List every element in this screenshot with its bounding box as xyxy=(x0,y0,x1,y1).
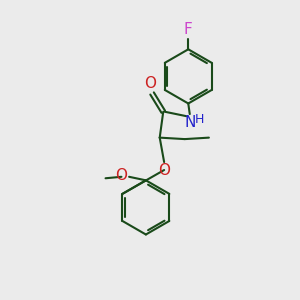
Text: H: H xyxy=(194,113,204,127)
Text: N: N xyxy=(184,115,195,130)
Text: O: O xyxy=(158,163,170,178)
Text: F: F xyxy=(184,22,193,37)
Text: O: O xyxy=(115,168,127,183)
Text: O: O xyxy=(144,76,156,91)
